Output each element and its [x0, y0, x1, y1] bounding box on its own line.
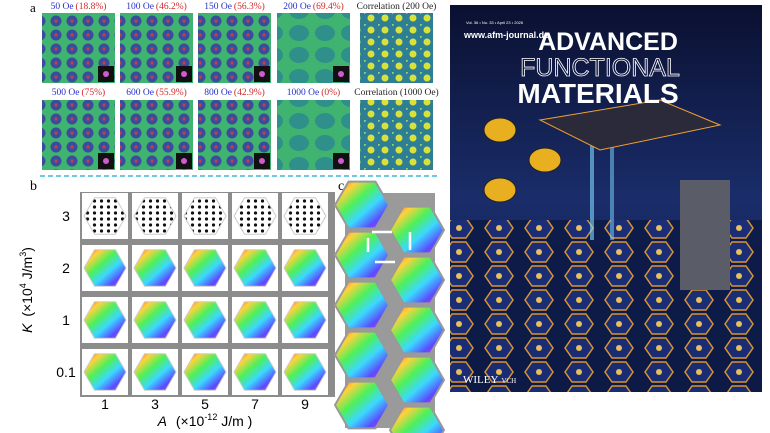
skyrmion-hexagon: [83, 249, 127, 287]
fft-inset: [181, 71, 187, 77]
y-tick-label: 3: [62, 208, 70, 224]
skyrmion-hexagon: [283, 197, 327, 235]
honeycomb-cell: [388, 405, 446, 433]
skyrmion-hexagon: [233, 353, 277, 391]
cover-art: [483, 117, 562, 203]
panel-label: b: [30, 179, 37, 194]
panel-label: c: [338, 179, 344, 194]
skyrmion-hexagon: [283, 249, 327, 287]
cover-title: ADVANCED: [538, 28, 678, 56]
fraction-label: (0%): [321, 87, 340, 98]
fraction-label: (18.8%): [76, 1, 107, 12]
skyrmion-hexagon: [133, 197, 177, 235]
domain-image: [360, 13, 433, 83]
fft-inset: [338, 158, 344, 164]
y-axis-label: K (×104 J/m3): [18, 247, 35, 333]
skyrmion-hexagon: [233, 301, 277, 339]
cover-publisher: WILEY VCH: [463, 374, 516, 386]
cover-title: MATERIALS: [517, 78, 678, 109]
honeycomb-cell: [333, 380, 391, 430]
honeycomb-cell: [388, 255, 446, 305]
fraction-label: (46.2%): [156, 1, 187, 12]
x-tick-label: 9: [301, 396, 309, 412]
fft-inset: [103, 158, 109, 164]
image-caption: Correlation (1000 Oe): [354, 87, 438, 98]
cover-art: [590, 130, 594, 240]
skyrmion-hexagon: [283, 301, 327, 339]
skyrmion-hexagon: [183, 249, 227, 287]
fft-inset: [259, 71, 265, 77]
cover-art: [610, 140, 614, 240]
field-label: 200 Oe: [283, 2, 311, 12]
cover-issue: Vol. 36 • No. 33 • April 23 • 2026: [466, 20, 524, 25]
field-label: 500 Oe: [52, 88, 80, 98]
honeycomb-cell: [333, 280, 391, 330]
field-label: 100 Oe: [126, 2, 154, 12]
skyrmion-hexagon: [133, 301, 177, 339]
honeycomb-cell: [388, 205, 446, 255]
cover-url: www.afm-journal.de: [463, 30, 549, 40]
fraction-label: (75%): [81, 87, 105, 98]
cover-art: [538, 99, 722, 151]
y-tick-label: 0.1: [56, 364, 76, 380]
image-caption: 150 Oe (56.3%): [204, 1, 265, 12]
fft-inset: [338, 71, 344, 77]
fft-inset: [181, 158, 187, 164]
cover-art: [680, 180, 730, 290]
fraction-label: (55.9%): [156, 87, 187, 98]
skyrmion-hexagon: [83, 301, 127, 339]
honeycomb-cell: [388, 355, 446, 405]
y-tick-label: 2: [62, 260, 70, 276]
panel-label: a: [30, 0, 36, 15]
field-label: 50 Oe: [51, 2, 74, 12]
image-caption: 600 Oe (55.9%): [126, 87, 187, 98]
skyrmion-hexagon: [283, 353, 327, 391]
field-label: Correlation (1000 Oe): [354, 87, 438, 98]
honeycomb-cell: [333, 180, 391, 230]
x-tick-label: 5: [201, 396, 209, 412]
x-tick-label: 3: [151, 396, 159, 412]
fraction-label: (42.9%): [234, 87, 265, 98]
image-caption: 500 Oe (75%): [52, 87, 105, 98]
image-caption: Correlation (200 Oe): [357, 1, 437, 12]
skyrmion-hexagon: [233, 197, 277, 235]
image-caption: 1000 Oe (0%): [287, 87, 340, 98]
honeycomb-cell: [333, 330, 391, 380]
y-tick-label: 1: [62, 312, 70, 328]
skyrmion-hexagon: [183, 197, 227, 235]
skyrmion-hexagon: [233, 249, 277, 287]
fft-inset: [259, 158, 265, 164]
skyrmion-hexagon: [133, 353, 177, 391]
image-caption: 800 Oe (42.9%): [204, 87, 265, 98]
fraction-label: (69.4%): [313, 1, 344, 12]
x-axis-label: A (×10-12 J/m ): [157, 412, 253, 429]
skyrmion-hexagon: [133, 249, 177, 287]
skyrmion-hexagon: [183, 301, 227, 339]
honeycomb-cell: [388, 305, 446, 355]
field-label: 1000 Oe: [287, 88, 319, 98]
domain-image: [360, 100, 433, 170]
skyrmion-hexagon: [83, 197, 127, 235]
field-label: 800 Oe: [204, 88, 232, 98]
image-caption: 100 Oe (46.2%): [126, 1, 187, 12]
field-label: Correlation (200 Oe): [357, 1, 437, 12]
field-label: 150 Oe: [204, 2, 232, 12]
fft-inset: [103, 71, 109, 77]
skyrmion-hexagon: [83, 353, 127, 391]
cover-title: FUNCTIONAL: [520, 54, 680, 82]
skyrmion-hexagon: [183, 353, 227, 391]
x-tick-label: 1: [101, 396, 109, 412]
image-caption: 50 Oe (18.8%): [51, 1, 107, 12]
field-label: 600 Oe: [126, 88, 154, 98]
x-tick-label: 7: [251, 396, 259, 412]
image-caption: 200 Oe (69.4%): [283, 1, 344, 12]
fraction-label: (56.3%): [234, 1, 265, 12]
